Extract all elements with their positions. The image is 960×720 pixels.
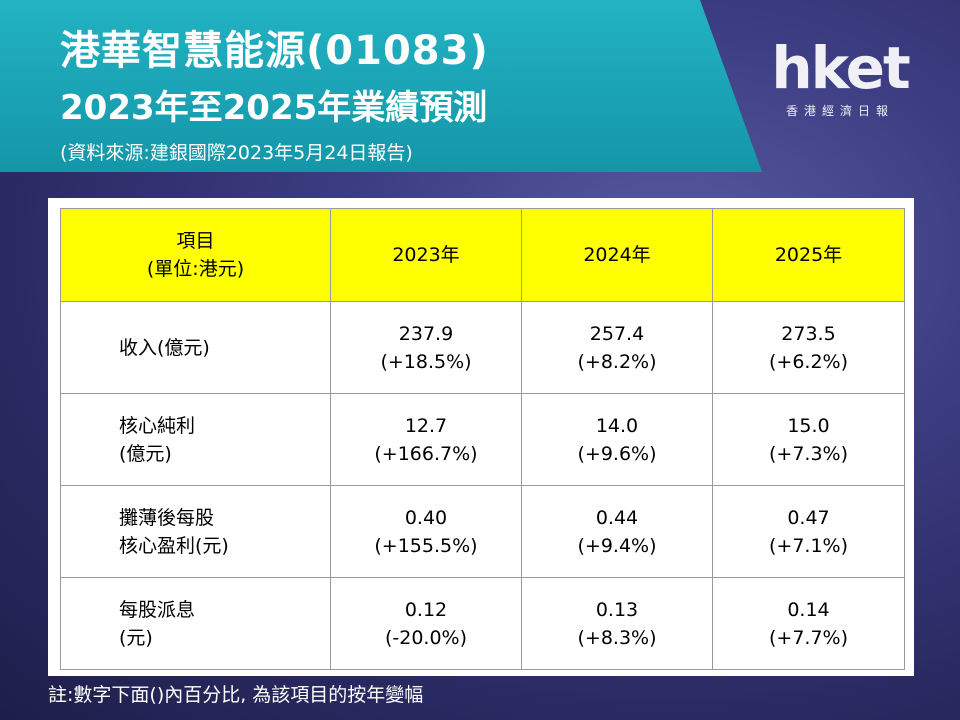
cell-value: 273.5 [781, 322, 836, 345]
row-label-line: 每股派息 [119, 598, 196, 621]
cell-change: (+9.4%) [577, 534, 657, 557]
cell-change: (+166.7%) [374, 442, 478, 465]
row-label-line: 收入(億元) [119, 336, 210, 359]
header-year-2025: 2025年 [712, 208, 905, 302]
header-year-2023: 2023年 [330, 208, 522, 302]
row-label-line: 核心純利 [119, 414, 196, 437]
cell-value: 0.40 [404, 506, 448, 529]
table-cell: 0.40 (+155.5%) [330, 485, 522, 578]
hket-logo: hket 香港經濟日報 [760, 36, 920, 132]
cell-change: (-20.0%) [384, 626, 468, 649]
cell-change: (+9.6%) [577, 442, 657, 465]
row-label-line: 攤薄後每股 [119, 506, 215, 529]
header-item-label: 項目 [176, 230, 215, 252]
cell-value: 15.0 [787, 414, 830, 437]
row-label-line: (元) [119, 626, 153, 649]
logo-wordmark: hket [771, 34, 910, 102]
header-year-2024: 2024年 [521, 208, 713, 302]
cell-value: 0.12 [404, 598, 448, 621]
table-row-revenue: 收入(億元) 237.9 (+18.5%) 257.4 (+8.2%) 273.… [60, 301, 905, 394]
table-cell: 12.7 (+166.7%) [330, 393, 522, 486]
cell-change: (+7.3%) [768, 442, 848, 465]
cell-value: 0.47 [787, 506, 830, 529]
cell-change: (+8.2%) [577, 350, 657, 373]
row-label: 收入(億元) [60, 301, 331, 394]
page-title: 港華智慧能源(01083) [60, 28, 489, 74]
header-unit-label: (單位:港元) [146, 258, 245, 280]
table-cell: 0.47 (+7.1%) [712, 485, 905, 578]
table-cell: 0.12 (-20.0%) [330, 577, 522, 670]
table-cell: 237.9 (+18.5%) [330, 301, 522, 394]
source-note: (資料來源:建銀國際2023年5月24日報告) [60, 142, 413, 164]
cell-change: (+7.7%) [768, 626, 848, 649]
table-cell: 257.4 (+8.2%) [521, 301, 713, 394]
table-cell: 0.13 (+8.3%) [521, 577, 713, 670]
title-banner [0, 0, 762, 172]
table-cell: 273.5 (+6.2%) [712, 301, 905, 394]
row-label: 攤薄後每股 核心盈利(元) [60, 485, 331, 578]
table-cell: 15.0 (+7.3%) [712, 393, 905, 486]
cell-value: 237.9 [398, 322, 454, 345]
cell-change: (+7.1%) [768, 534, 848, 557]
row-label-line: 核心盈利(元) [119, 534, 229, 557]
row-label-line: (億元) [119, 442, 172, 465]
cell-change: (+18.5%) [380, 350, 472, 373]
cell-change: (+155.5%) [374, 534, 478, 557]
table-cell: 0.44 (+9.4%) [521, 485, 713, 578]
page-subtitle: 2023年至2025年業績預測 [60, 88, 488, 128]
logo-subtext: 香港經濟日報 [785, 104, 894, 118]
cell-value: 257.4 [589, 322, 645, 345]
cell-value: 12.7 [404, 414, 448, 437]
cell-change: (+8.3%) [577, 626, 657, 649]
cell-change: (+6.2%) [768, 350, 848, 373]
cell-value: 14.0 [595, 414, 639, 437]
forecast-table-panel: 項目 (單位:港元) 2023年 2024年 2025年 收入(億元) 237.… [48, 198, 914, 676]
table-row-dividend: 每股派息 (元) 0.12 (-20.0%) 0.13 (+8.3%) 0.14… [60, 577, 905, 670]
cell-value: 0.13 [595, 598, 639, 621]
table-cell: 0.14 (+7.7%) [712, 577, 905, 670]
forecast-table: 項目 (單位:港元) 2023年 2024年 2025年 收入(億元) 237.… [60, 208, 905, 670]
header-item-cell: 項目 (單位:港元) [60, 208, 331, 302]
table-row-eps: 攤薄後每股 核心盈利(元) 0.40 (+155.5%) 0.44 (+9.4%… [60, 485, 905, 578]
table-cell: 14.0 (+9.6%) [521, 393, 713, 486]
cell-value: 0.44 [595, 506, 639, 529]
row-label: 核心純利 (億元) [60, 393, 331, 486]
row-label: 每股派息 (元) [60, 577, 331, 670]
table-row-core-profit: 核心純利 (億元) 12.7 (+166.7%) 14.0 (+9.6%) 15… [60, 393, 905, 486]
footnote: 註:數字下面()內百分比, 為該項目的按年變幅 [48, 684, 424, 706]
table-header-row: 項目 (單位:港元) 2023年 2024年 2025年 [60, 208, 905, 302]
cell-value: 0.14 [787, 598, 830, 621]
